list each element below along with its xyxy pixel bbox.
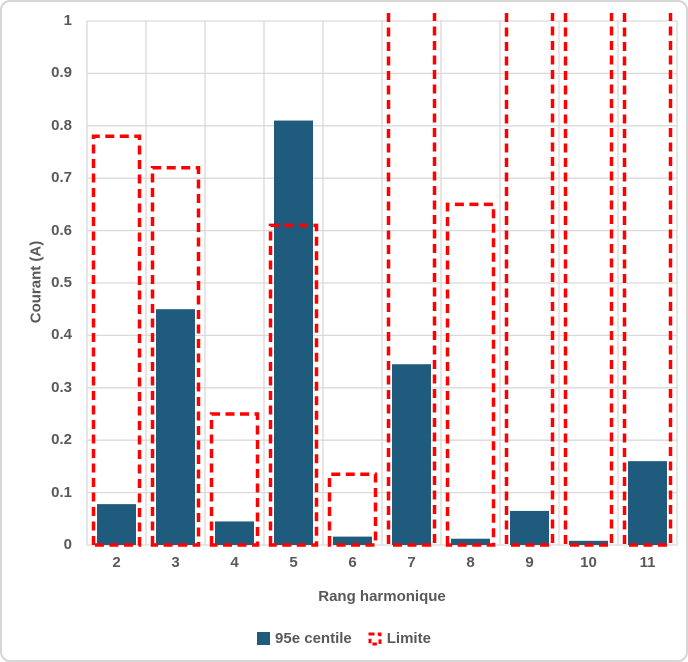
y-tick-label: 0.4 (51, 326, 72, 344)
limit-bar-4 (209, 412, 260, 547)
legend-label-limite: Limite (386, 630, 431, 647)
limit-bar-9 (504, 13, 555, 547)
dashed-outline-swatch-icon (368, 632, 382, 646)
limit-bar-11 (622, 13, 673, 547)
y-tick-label: 0.2 (51, 431, 72, 449)
limit-bar-5 (268, 223, 319, 547)
y-tick-label: 0 (63, 536, 72, 553)
y-axis-title: Courant (A) (27, 240, 45, 324)
y-tick-label: 0.1 (51, 483, 72, 501)
x-tick-label: 3 (171, 554, 180, 571)
bar-95e-centile-4 (215, 521, 254, 545)
y-tick-label: 1 (63, 12, 72, 29)
x-tick-label: 2 (112, 554, 121, 571)
x-tick-label: 6 (348, 554, 357, 571)
x-tick-label: 10 (580, 554, 597, 571)
limit-bar-2 (91, 134, 142, 547)
bar-95e-centile-3 (156, 309, 195, 545)
limit-bar-7 (386, 13, 437, 547)
bar-95e-centile-5 (274, 120, 313, 545)
x-tick-label: 11 (639, 554, 656, 571)
bar-95e-centile-10 (569, 540, 608, 545)
y-tick-label: 0.9 (51, 64, 72, 82)
y-tick-label: 0.8 (51, 116, 72, 134)
x-tick-label: 5 (289, 554, 298, 571)
x-tick-label: 9 (525, 554, 534, 571)
legend: 95e centile Limite (2, 630, 686, 647)
limit-bar-3 (150, 165, 201, 547)
legend-item-limite: Limite (368, 630, 431, 647)
x-axis-title: Rang harmonique (318, 588, 446, 605)
legend-item-95e-centile: 95e centile (257, 630, 352, 647)
limit-bar-6 (327, 472, 378, 547)
bar-95e-centile-8 (451, 538, 490, 545)
solid-bar-swatch-icon (257, 632, 271, 645)
x-tick-label: 7 (407, 554, 416, 571)
bar-95e-centile-6 (333, 536, 372, 545)
bar-95e-centile-7 (392, 364, 431, 545)
y-tick-label: 0.3 (51, 378, 72, 396)
bar-95e-centile-11 (628, 461, 667, 545)
y-tick-label: 0.5 (51, 274, 72, 291)
y-tick-label: 0.7 (51, 169, 72, 187)
bar-95e-centile-9 (510, 510, 549, 545)
limit-bar-10 (563, 13, 614, 547)
plot-area (86, 13, 678, 547)
legend-label-95e-centile: 95e centile (275, 630, 352, 647)
limit-bar-8 (445, 202, 496, 547)
y-tick-label: 0.6 (51, 221, 72, 239)
bar-95e-centile-2 (97, 504, 136, 545)
x-tick-label: 4 (230, 554, 239, 571)
x-tick-label: 8 (466, 554, 475, 571)
